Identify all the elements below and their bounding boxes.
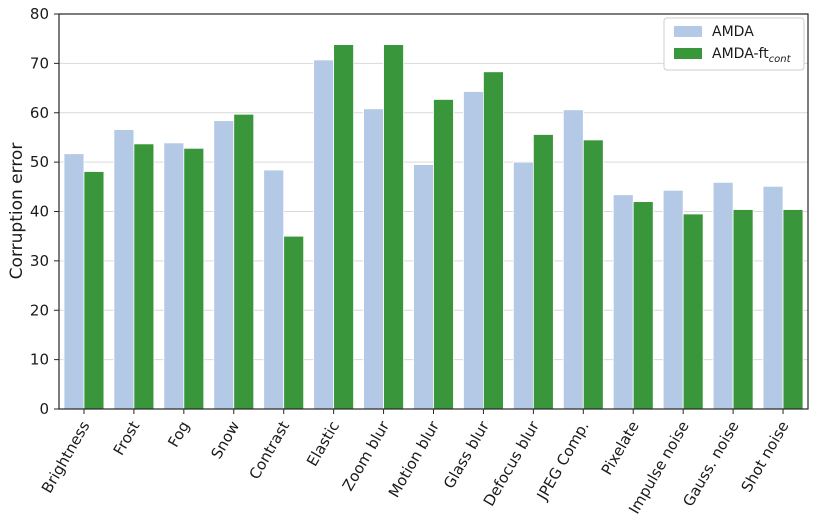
bar-amda-ft-cont-motion-blur bbox=[433, 99, 454, 410]
y-tick-label: 60 bbox=[30, 104, 49, 122]
legend-label-main: AMDA-ft bbox=[712, 46, 769, 62]
bar-amda-frost bbox=[113, 129, 135, 410]
x-tick-label: Glass blur bbox=[440, 417, 493, 491]
bar-amda-shot-noise bbox=[762, 185, 784, 410]
x-tick-label: Frost bbox=[110, 418, 144, 458]
legend-swatch-amda bbox=[674, 26, 702, 37]
bar-amda-ft-cont-contrast bbox=[283, 235, 305, 410]
x-tick-label: Contrast bbox=[246, 418, 294, 483]
y-tick-label: 70 bbox=[30, 54, 49, 72]
bar-amda-pixelate bbox=[612, 194, 634, 410]
bar-amda-impulse-noise bbox=[662, 189, 684, 410]
x-tick-label: Shot noise bbox=[738, 418, 793, 495]
x-tick-label: JPEG Comp. bbox=[533, 418, 593, 504]
bar-amda-ft-cont-zoom-blur bbox=[383, 44, 404, 410]
y-tick-label: 20 bbox=[30, 301, 49, 319]
y-tick-label: 80 bbox=[30, 5, 49, 23]
bar-amda-ft-cont-fog bbox=[183, 147, 205, 410]
x-tick-label: Zoom blur bbox=[339, 417, 394, 494]
bar-amda-ft-cont-snow bbox=[233, 113, 255, 410]
x-axis-ticks: Brightness Frost Fog Snow Contrast ElasticZoo… bbox=[38, 409, 793, 517]
bar-amda-motion-blur bbox=[413, 164, 434, 410]
bar-amda-ft-cont-jpeg-comp bbox=[582, 139, 604, 410]
bar-amda-ft-cont-shot-noise bbox=[782, 209, 804, 410]
bar-amda-zoom-blur bbox=[363, 108, 384, 410]
bar-amda-ft-cont-brightness bbox=[83, 171, 105, 410]
x-tick-label: Brightness bbox=[38, 418, 94, 496]
x-tick-label: Pixelate bbox=[598, 418, 643, 478]
bar-amda-glass-blur bbox=[463, 91, 484, 410]
bar-amda-contrast bbox=[263, 169, 285, 410]
bar-amda-gauss-noise bbox=[712, 181, 734, 410]
x-tick-label: Snow bbox=[207, 418, 243, 462]
y-tick-label: 0 bbox=[39, 400, 49, 418]
bars bbox=[63, 44, 804, 410]
y-tick-label: 10 bbox=[30, 351, 49, 369]
bar-amda-ft-cont-pixelate bbox=[632, 201, 654, 410]
legend-label-amda-ft-cont: AMDA-ftcont bbox=[712, 46, 792, 65]
legend-swatch-amda-ft-cont bbox=[674, 48, 702, 59]
bar-amda-ft-cont-frost bbox=[133, 143, 155, 410]
x-tick-label: Fog bbox=[164, 418, 193, 450]
legend: AMDA AMDA-ftcont bbox=[663, 17, 805, 71]
y-tick-label: 30 bbox=[30, 252, 49, 270]
legend-label-amda: AMDA bbox=[712, 24, 754, 40]
y-tick-label: 50 bbox=[30, 153, 49, 171]
bar-amda-defocus-blur bbox=[512, 161, 534, 410]
bar-amda-ft-cont-defocus-blur bbox=[532, 134, 554, 410]
bar-amda-ft-cont-elastic bbox=[333, 44, 355, 410]
bar-amda-snow bbox=[213, 120, 235, 410]
x-tick-label: Elastic bbox=[303, 418, 343, 469]
y-axis-ticks: 0 10 20 30 40 50 60 70 80 bbox=[30, 5, 59, 418]
bar-amda-ft-cont-impulse-noise bbox=[682, 213, 704, 410]
bar-amda-jpeg-comp bbox=[562, 109, 584, 410]
bar-amda-ft-cont-glass-blur bbox=[483, 71, 504, 410]
bar-amda-fog bbox=[163, 142, 185, 410]
x-tick-label: Motion blur bbox=[385, 417, 443, 500]
bar-amda-elastic bbox=[313, 59, 335, 410]
legend-label-subscript: cont bbox=[769, 54, 792, 65]
y-tick-label: 40 bbox=[30, 203, 49, 221]
y-axis-label: Corruption error bbox=[7, 143, 27, 280]
bar-amda-brightness bbox=[63, 153, 85, 410]
bar-amda-ft-cont-gauss-noise bbox=[732, 209, 754, 410]
